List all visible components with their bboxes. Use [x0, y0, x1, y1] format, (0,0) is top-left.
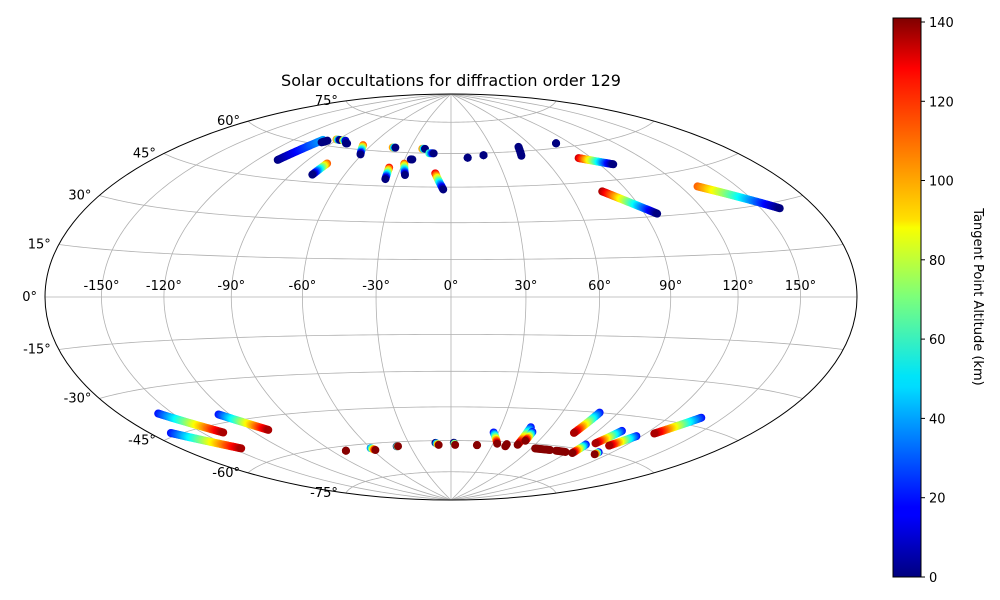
longitude-tick-label: 90° — [659, 279, 682, 294]
occultation-point — [568, 449, 577, 457]
latitude-tick-label: 45° — [133, 147, 156, 162]
occultation-point — [341, 446, 350, 455]
longitude-tick-label: 30° — [514, 279, 537, 294]
latitude-tick-label: -75° — [310, 486, 338, 501]
occultation-point — [219, 428, 228, 437]
occultation-point — [371, 446, 380, 455]
colorbar-gradient — [893, 18, 921, 577]
longitude-tick-label: -60° — [289, 279, 317, 294]
longitude-tick-label: 150° — [785, 279, 816, 294]
occultation-point — [775, 204, 784, 213]
occultation-point — [463, 153, 472, 162]
latitude-tick-label: 15° — [28, 238, 51, 253]
occultation-point — [569, 428, 578, 437]
occultation-point — [429, 149, 438, 158]
chart-title: Solar occultations for diffraction order… — [281, 71, 621, 90]
occultation-point — [434, 440, 443, 449]
latitude-tick-label: 30° — [68, 189, 91, 204]
colorbar-tick-label: 120 — [929, 95, 954, 110]
occultation-point — [394, 442, 403, 451]
latitude-tick-label: 75° — [315, 94, 338, 109]
longitude-tick-label: -150° — [83, 279, 119, 294]
longitude-tick-labels: -150° -120° -90° -60° -30° 0° 30° 60° 90° 120° 150… — [83, 279, 816, 294]
latitude-tick-label: -30° — [64, 392, 92, 407]
latitude-tick-label: -45° — [128, 434, 156, 449]
map-boundary — [44, 93, 858, 501]
parallel-gridline — [99, 370, 803, 399]
occultation-point — [653, 209, 662, 218]
occultation-point — [561, 447, 570, 456]
latitude-tick-labels: -75°-60°-45°-30°-15°0°15°30°45°60°75° — [22, 94, 338, 501]
occultation-point — [590, 450, 599, 459]
occultation-point — [391, 143, 400, 152]
colorbar-tick-label: 140 — [929, 16, 954, 31]
parallel-gridline — [345, 100, 557, 123]
longitude-tick-label: 120° — [722, 279, 753, 294]
parallel-gridline — [247, 120, 655, 154]
occultation-point — [323, 136, 332, 145]
colorbar-ticks: 0 20 40 60 80 100 120 140 — [921, 16, 954, 586]
parallel-gridline — [163, 153, 739, 188]
graticule-grid — [45, 93, 857, 501]
occultation-point — [439, 185, 448, 194]
parallel-gridline — [345, 471, 557, 494]
occultation-point — [237, 444, 246, 453]
occultation-point — [552, 139, 561, 148]
occultation-point — [501, 442, 510, 451]
longitude-tick-label: -120° — [146, 279, 182, 294]
occultation-point — [650, 429, 659, 438]
colorbar-tick-label: 0 — [929, 571, 937, 586]
occultation-point — [381, 175, 390, 184]
occultation-point — [451, 440, 460, 449]
colorbar-tick-label: 20 — [929, 492, 946, 507]
occultation-point — [609, 160, 618, 169]
occultation-point — [546, 446, 555, 454]
parallel-gridline — [58, 244, 844, 260]
occultation-point — [513, 440, 522, 449]
parallel-gridline — [58, 334, 844, 350]
occultation-point — [473, 441, 482, 450]
colorbar-frame — [892, 17, 922, 578]
occultation-point — [356, 150, 365, 159]
occultation-points — [154, 135, 784, 459]
longitude-tick-label: 0° — [444, 279, 459, 294]
longitude-tick-label: 60° — [588, 279, 611, 294]
colorbar-label: Tangent Point Altitude (km) — [970, 207, 985, 385]
longitude-tick-label: -90° — [217, 279, 245, 294]
latitude-tick-label: 0° — [22, 290, 37, 305]
colorbar-tick-label: 60 — [929, 333, 946, 348]
latitude-tick-label: -15° — [23, 343, 51, 358]
occultation-point — [514, 142, 523, 151]
longitude-tick-label: -30° — [362, 279, 390, 294]
colorbar-tick-label: 100 — [929, 175, 954, 190]
occultation-point — [479, 151, 488, 160]
occultation-point — [264, 425, 273, 434]
colorbar: 0 20 40 60 80 100 120 140 Tangent Point Altitud… — [892, 16, 985, 586]
occultation-point — [408, 155, 417, 164]
occultation-point — [605, 441, 614, 450]
occultation-point — [308, 170, 317, 179]
colorbar-tick-label: 80 — [929, 254, 946, 269]
parallel-gridline — [99, 195, 803, 224]
occultation-point — [521, 436, 530, 445]
occultation-point — [400, 171, 409, 180]
occultation-point — [591, 439, 600, 448]
occultation-point — [493, 439, 502, 448]
occultation-point — [343, 139, 352, 148]
latitude-tick-label: -60° — [212, 466, 240, 481]
colorbar-tick-label: 40 — [929, 412, 946, 427]
